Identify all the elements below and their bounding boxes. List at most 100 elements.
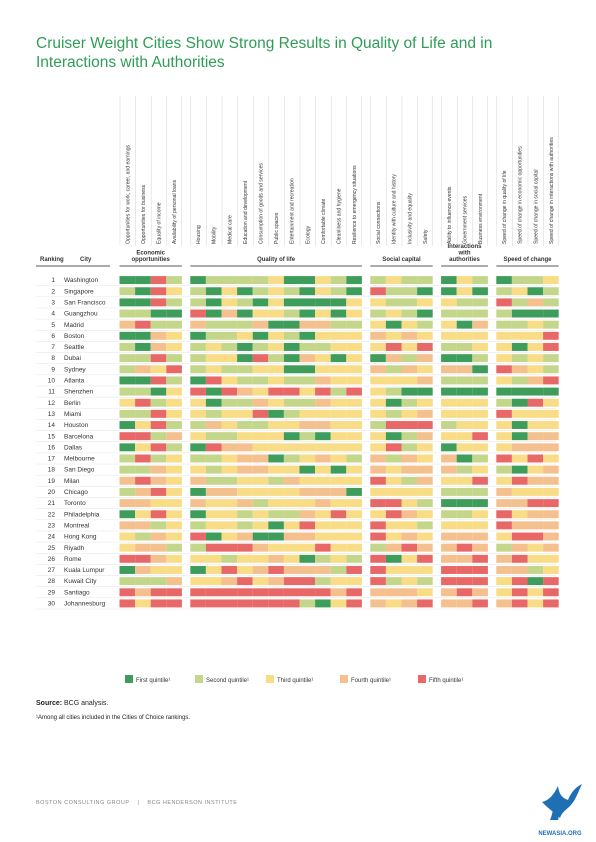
heatmap-cell (330, 398, 347, 407)
heatmap-cell (119, 532, 136, 541)
group-header: Speed of change (503, 257, 552, 263)
heatmap-cell (472, 443, 488, 452)
heatmap-cell (330, 365, 347, 374)
heatmap-cell (441, 599, 457, 608)
heatmap-cell (315, 287, 331, 296)
heatmap-cell (330, 320, 347, 329)
heatmap-cell (190, 566, 206, 574)
heatmap-cell (150, 532, 167, 541)
heatmap-cell (511, 343, 528, 351)
heatmap-cell (252, 409, 269, 418)
heatmap-cell (511, 443, 528, 452)
heatmap-cell (543, 298, 559, 307)
heatmap-cell (417, 566, 433, 574)
heatmap-cell (401, 487, 418, 496)
heatmap-cell (190, 476, 206, 485)
heatmap-cell (237, 398, 253, 407)
column-label: Education and development (243, 180, 249, 244)
heatmap-cell (511, 554, 528, 563)
heatmap-cell (330, 510, 347, 519)
heatmap-cell (385, 499, 402, 508)
heatmap-cell (205, 543, 222, 552)
heatmap-cell (472, 409, 488, 418)
heatmap-cell (283, 588, 300, 597)
heatmap-cell (150, 521, 167, 530)
heatmap-cell (330, 298, 347, 307)
heatmap-cell (441, 454, 457, 463)
heatmap-cell (252, 365, 269, 374)
heatmap-cell (283, 476, 300, 485)
row-city: Madrid (64, 322, 84, 329)
heatmap-cell (385, 532, 402, 541)
heatmap-cell (543, 343, 559, 351)
heatmap-cell (190, 320, 206, 329)
heatmap-cell (252, 521, 269, 530)
heatmap-cell (190, 599, 206, 608)
heatmap-cell (237, 287, 253, 296)
heatmap-cell (456, 421, 473, 429)
heatmap-cell (135, 566, 151, 574)
heatmap-cell (330, 432, 347, 441)
heatmap-cell (283, 298, 300, 307)
heatmap-cell (268, 476, 284, 485)
heatmap-cell (205, 588, 222, 597)
heatmap-cell (315, 532, 331, 541)
column-label: Business environment (478, 193, 484, 244)
row-city: Washington (64, 277, 98, 284)
heatmap-cell (346, 276, 362, 285)
heatmap-cell (496, 510, 512, 519)
heatmap-cell (330, 409, 347, 418)
heatmap-cell (299, 476, 316, 485)
heatmap-cell (330, 354, 347, 363)
row-rank: 24 (48, 534, 56, 541)
heatmap-cell (237, 387, 253, 396)
source-text: BCG analysis. (64, 700, 109, 707)
heatmap-cell (496, 554, 512, 563)
heatmap-cell (135, 454, 151, 463)
heatmap-cell (441, 309, 457, 318)
heatmap-cell (205, 443, 222, 452)
heatmap-cell (543, 566, 559, 574)
row-rank: 8 (51, 355, 55, 362)
group-header: with (458, 251, 471, 257)
heatmap-cell (401, 577, 418, 586)
heatmap-cell (330, 421, 347, 429)
footer-left: BOSTON CONSULTING GROUP (36, 800, 130, 806)
heatmap-cell (401, 521, 418, 530)
heatmap-cell (237, 365, 253, 374)
heatmap-cell (119, 409, 136, 418)
row-rank: 13 (48, 411, 56, 418)
heatmap-cell (315, 510, 331, 519)
heatmap-cell (190, 387, 206, 396)
heatmap-cell (511, 432, 528, 441)
heatmap-cell (283, 320, 300, 329)
heatmap-cell (401, 343, 418, 351)
heatmap-cell (441, 577, 457, 586)
heatmap-cell (346, 599, 362, 608)
heatmap-cell (511, 543, 528, 552)
heatmap-cell (135, 343, 151, 351)
heatmap-cell (150, 398, 167, 407)
heatmap-cell (417, 365, 433, 374)
heatmap-cell (221, 309, 238, 318)
group-header: authorities (449, 257, 480, 263)
heatmap-cell (543, 421, 559, 429)
heatmap-cell (135, 465, 151, 474)
heatmap-cell (252, 343, 269, 351)
heatmap-cell (496, 521, 512, 530)
heatmap-cell (150, 309, 167, 318)
heatmap-cell (496, 566, 512, 574)
heatmap-cell (511, 287, 528, 296)
heatmap-cell (456, 376, 473, 385)
heatmap-cell (543, 287, 559, 296)
heatmap-cell (385, 443, 402, 452)
heatmap-cell (150, 554, 167, 563)
heatmap-cell (401, 320, 418, 329)
heatmap-cell (496, 387, 512, 396)
heatmap-cell (527, 287, 544, 296)
column-label: Housing (196, 225, 202, 244)
heatmap-cell (221, 465, 238, 474)
heatmap-cell (221, 421, 238, 429)
heatmap-cell (135, 409, 151, 418)
heatmap-cell (221, 554, 238, 563)
